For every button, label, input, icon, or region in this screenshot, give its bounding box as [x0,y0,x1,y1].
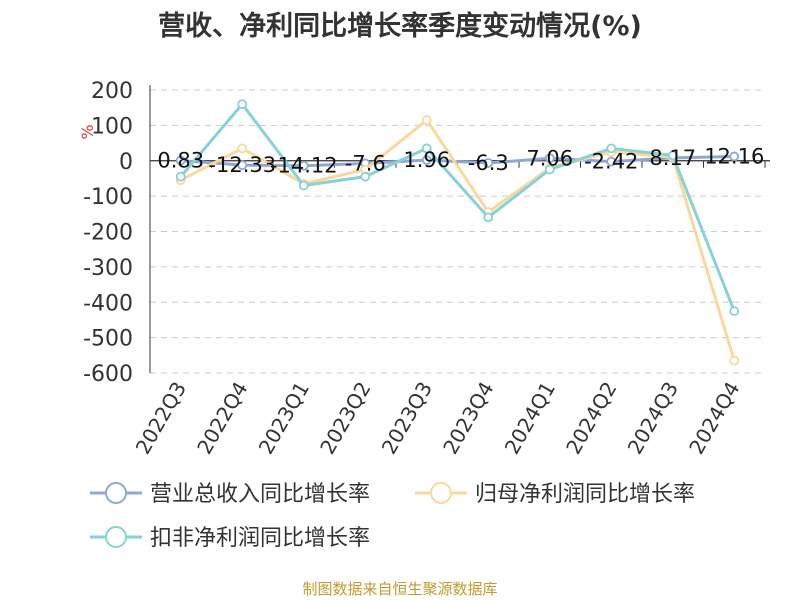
data-point [544,164,555,175]
y-tick-label: -500 [83,327,133,352]
y-tick-label: 100 [91,114,133,139]
data-labels: 0.83 -12.33-14.12 -7.6 1.96 -6.3 7.06 -2.42 8.1… [157,144,764,177]
series-line [180,117,736,362]
source-note: 制图数据来自恒生聚源数据库 [302,580,498,598]
chart-title: 营收、净利同比增长率季度变动情况(%) [158,11,642,42]
data-point [360,171,371,182]
y-axis-label: % [78,124,97,139]
x-tick-label: 2023Q4 [438,378,498,459]
data-point [237,160,248,171]
data-point [421,143,432,154]
x-tick-label: 2024Q4 [684,378,744,459]
y-tick-labels: 200 100 0 -100 -200 -300 -400 -500 -600 [83,79,133,387]
series-lines [175,99,740,366]
data-point [667,150,678,161]
x-tick-label: 2023Q2 [315,378,375,459]
data-point [483,158,494,168]
legend-item: 营业总收入同比增长率 [90,482,370,507]
x-tick-label: 2024Q1 [500,378,560,459]
data-label: -7.6 [345,151,386,175]
data-point [606,156,617,167]
x-tick-labels: 2022Q3 2022Q4 2023Q1 2023Q2 2023Q3 2023Q4 2024… [131,378,745,459]
y-tick-label: 0 [119,150,133,175]
data-point [421,155,432,165]
y-tick-label: -600 [83,362,133,387]
data-label: 12.16 [704,144,764,168]
data-label: -6.3 [468,151,509,175]
data-point [298,180,309,191]
data-point [175,155,186,166]
data-label: 1.96 [403,148,450,172]
y-tick-label: -100 [83,185,133,210]
data-label: 7.06 [526,146,573,170]
x-tick-label: 2023Q1 [254,378,314,459]
legend-label: 扣非净利润同比增长率 [150,526,370,551]
data-label: 0.83 [157,148,204,172]
legend-item: 扣非净利润同比增长率 [90,526,370,551]
legend-item: 归母净利润同比增长率 [415,482,695,507]
data-point [729,306,740,316]
data-label: 8.17 [649,146,696,170]
data-point [606,143,617,154]
legend-label: 归母净利润同比增长率 [475,482,695,507]
y-tick-label: -300 [83,256,133,281]
data-label: -2.42 [584,150,638,174]
y-tick-label: -200 [83,221,133,246]
legend-marker [105,526,127,548]
x-tick-label: 2024Q2 [561,378,621,459]
axes: % [78,85,770,373]
data-point [237,99,248,110]
legend-label: 营业总收入同比增长率 [150,482,370,507]
x-tick-label: 2022Q3 [131,378,191,459]
data-point [421,115,432,125]
data-point [298,160,309,171]
data-point [729,151,740,162]
data-point [729,355,740,366]
x-tick-label: 2023Q3 [377,378,437,459]
legend-marker [105,482,127,504]
data-label: -14.12 [270,154,338,178]
x-tick-label: 2024Q3 [623,378,683,459]
data-point [175,171,186,182]
x-tick-label: 2022Q4 [192,378,252,459]
y-tick-label: 200 [91,79,133,104]
data-point [544,153,555,164]
legend-marker [430,482,452,504]
grid-lines [150,89,765,374]
y-tick-label: -400 [83,291,133,316]
data-point [483,212,494,223]
data-label: -12.33 [208,153,276,177]
series-line [179,101,736,312]
data-point [237,143,248,154]
